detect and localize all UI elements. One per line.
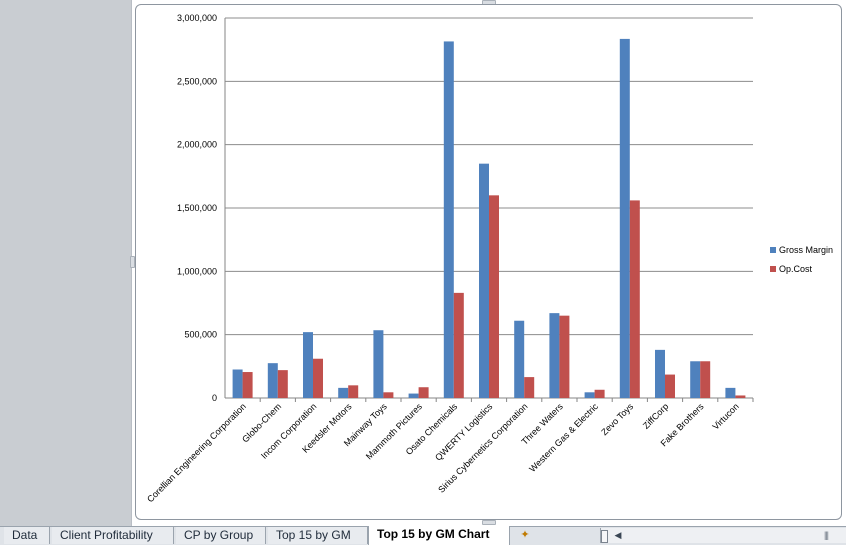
tab-cp-by-group[interactable]: CP by Group [176, 527, 266, 544]
scrollbar-grip-icon[interactable]: ||| [823, 530, 829, 540]
bar-op-cost [418, 387, 429, 398]
x-category-label: Zevo Toys [599, 401, 635, 437]
y-tick-label: 1,500,000 [177, 203, 217, 213]
bar-gross-margin [584, 392, 595, 398]
bar-gross-margin [443, 41, 454, 398]
scroll-left-arrow-icon[interactable]: ◀ [614, 530, 622, 540]
bar-gross-margin [267, 363, 278, 398]
bar-op-cost [559, 315, 570, 398]
y-tick-label: 2,000,000 [177, 140, 217, 150]
bar-op-cost [277, 370, 288, 398]
bar-op-cost [629, 200, 640, 398]
bar-op-cost [313, 358, 323, 398]
bar-op-cost [242, 372, 253, 398]
tab-top-15-by-gm[interactable]: Top 15 by GM [268, 527, 368, 544]
bar-gross-margin [690, 361, 701, 398]
bar-gross-margin [655, 349, 665, 398]
bar-op-cost [453, 292, 464, 398]
chart-resize-handle-bottom[interactable] [482, 520, 496, 525]
bar-gross-margin [303, 332, 313, 398]
y-tick-label: 0 [212, 393, 217, 403]
bar-op-cost [383, 392, 394, 398]
tab-split-handle[interactable] [601, 530, 608, 543]
bar-op-cost [665, 374, 675, 398]
y-tick-label: 1,000,000 [177, 266, 217, 276]
bar-op-cost [524, 377, 535, 398]
tab-top-15-by-gm-chart[interactable]: Top 15 by GM Chart [368, 526, 510, 545]
bar-op-cost [348, 385, 359, 398]
x-category-label: ZiffCorp [641, 401, 671, 431]
bar-op-cost [489, 195, 499, 398]
x-category-label: Corellian Engineering Corporation [145, 401, 248, 504]
tab-client-profitability[interactable]: Client Profitability [52, 527, 174, 544]
chart-resize-handle-left[interactable] [130, 256, 135, 268]
bar-gross-margin [232, 369, 243, 398]
legend-swatch [770, 266, 776, 272]
y-tick-label: 500,000 [184, 330, 217, 340]
sheet-tab-bar: Data Client Profitability CP by Group To… [0, 526, 846, 545]
bar-op-cost [700, 361, 711, 398]
legend-swatch [770, 247, 776, 253]
y-tick-label: 3,000,000 [177, 13, 217, 23]
x-category-label: Virtucon [711, 401, 741, 431]
bar-gross-margin [619, 38, 630, 399]
workbook-workspace: 0 500,000 1,000,000 1,500,000 2,000,000 2,500… [130, 0, 846, 526]
bar-gross-margin [373, 330, 384, 398]
bar-op-cost [594, 389, 605, 398]
chart-area[interactable]: 0 500,000 1,000,000 1,500,000 2,000,000 2,500… [135, 4, 842, 520]
bar-op-cost [735, 395, 746, 398]
tab-data[interactable]: Data [4, 527, 50, 544]
horizontal-scrollbar[interactable]: ◀ ||| [600, 528, 846, 543]
y-tick-label: 2,500,000 [177, 76, 217, 86]
x-category-label: Western Gas & Electric [527, 401, 600, 474]
bar-gross-margin [549, 313, 560, 398]
legend-label: Op.Cost [779, 264, 813, 274]
legend-label: Gross Margin [779, 245, 833, 255]
bar-gross-margin [338, 387, 349, 398]
insert-worksheet-icon[interactable]: ✦ [520, 529, 530, 541]
bar-gross-margin [514, 320, 525, 398]
bar-gross-margin [479, 163, 489, 398]
bar-gross-margin [725, 387, 736, 398]
bar-gross-margin [408, 393, 419, 398]
bar-chart[interactable]: 0 500,000 1,000,000 1,500,000 2,000,000 2,500… [136, 5, 841, 519]
